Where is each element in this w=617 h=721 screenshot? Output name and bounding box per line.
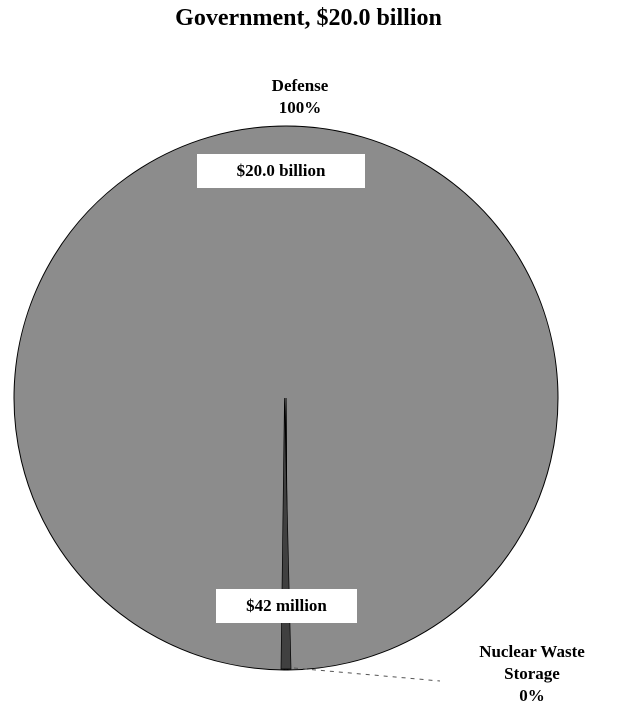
defense-percent: 100% [278, 98, 322, 117]
nuclear-waste-value-label: $42 million [216, 589, 357, 623]
nuclear-waste-percent: 0% [519, 686, 545, 705]
nuclear-waste-label: Nuclear Waste Storage 0% [452, 641, 612, 707]
defense-value-label: $20.0 billion [197, 154, 365, 188]
nuclear-waste-name-line1: Nuclear Waste [479, 642, 585, 661]
pie-slice-defense [13, 125, 559, 671]
defense-name: Defense [271, 76, 329, 95]
nuclear-waste-leader-line [293, 667, 441, 682]
defense-label: Defense 100% [235, 75, 365, 119]
chart-title: Government, $20.0 billion [175, 5, 442, 31]
nuclear-waste-name-line2: Storage [504, 664, 560, 683]
